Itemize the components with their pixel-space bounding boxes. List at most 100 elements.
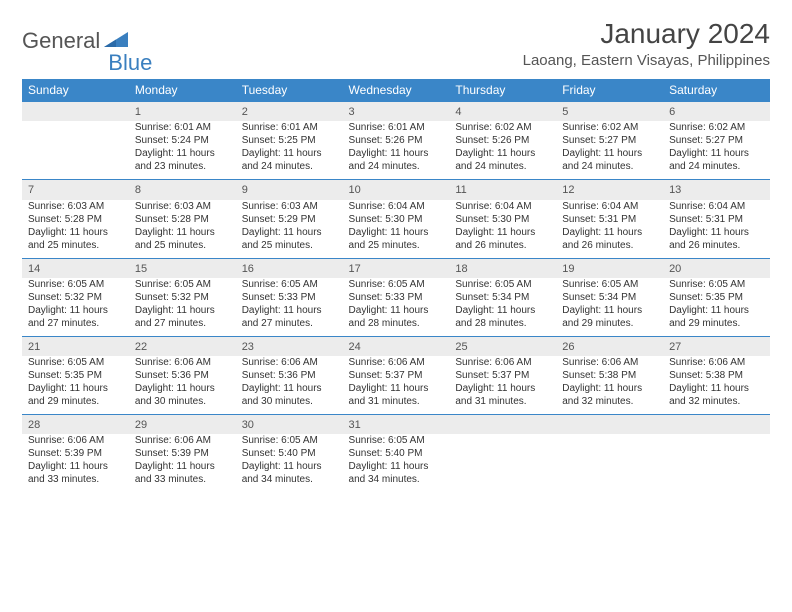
logo: General Blue [22, 18, 152, 64]
sunrise-text: Sunrise: 6:03 AM [242, 200, 337, 213]
day-number: 3 [343, 102, 450, 121]
day-number: 30 [236, 415, 343, 434]
sunrise-text: Sunrise: 6:06 AM [242, 356, 337, 369]
daylight-text: Daylight: 11 hours and 24 minutes. [669, 147, 764, 173]
sunset-text: Sunset: 5:26 PM [455, 134, 550, 147]
sunset-text: Sunset: 5:27 PM [562, 134, 657, 147]
day-details: Sunrise: 6:06 AMSunset: 5:39 PMDaylight:… [22, 434, 129, 492]
sunrise-text: Sunrise: 6:01 AM [135, 121, 230, 134]
day-number: 31 [343, 415, 450, 434]
calendar-cell: 2Sunrise: 6:01 AMSunset: 5:25 PMDaylight… [236, 102, 343, 180]
sunset-text: Sunset: 5:25 PM [242, 134, 337, 147]
sunrise-text: Sunrise: 6:02 AM [562, 121, 657, 134]
logo-word1: General [22, 28, 100, 54]
daylight-text: Daylight: 11 hours and 30 minutes. [135, 382, 230, 408]
calendar-cell: 23Sunrise: 6:06 AMSunset: 5:36 PMDayligh… [236, 336, 343, 414]
sunset-text: Sunset: 5:35 PM [28, 369, 123, 382]
calendar-cell: 4Sunrise: 6:02 AMSunset: 5:26 PMDaylight… [449, 102, 556, 180]
day-details: Sunrise: 6:06 AMSunset: 5:38 PMDaylight:… [663, 356, 770, 414]
sunrise-text: Sunrise: 6:06 AM [135, 356, 230, 369]
day-number: 26 [556, 337, 663, 356]
weekday-header: Saturday [663, 79, 770, 102]
calendar-row: 14Sunrise: 6:05 AMSunset: 5:32 PMDayligh… [22, 258, 770, 336]
header: General Blue January 2024 Laoang, Easter… [22, 18, 770, 69]
day-number: 16 [236, 259, 343, 278]
sunrise-text: Sunrise: 6:04 AM [562, 200, 657, 213]
day-details: Sunrise: 6:02 AMSunset: 5:27 PMDaylight:… [556, 121, 663, 179]
calendar-row: 7Sunrise: 6:03 AMSunset: 5:28 PMDaylight… [22, 180, 770, 258]
title-block: January 2024 Laoang, Eastern Visayas, Ph… [523, 18, 770, 69]
sunrise-text: Sunrise: 6:05 AM [562, 278, 657, 291]
calendar-header: SundayMondayTuesdayWednesdayThursdayFrid… [22, 79, 770, 102]
weekday-header: Thursday [449, 79, 556, 102]
day-details: Sunrise: 6:02 AMSunset: 5:26 PMDaylight:… [449, 121, 556, 179]
day-details: Sunrise: 6:06 AMSunset: 5:36 PMDaylight:… [236, 356, 343, 414]
calendar-cell: 30Sunrise: 6:05 AMSunset: 5:40 PMDayligh… [236, 415, 343, 493]
daylight-text: Daylight: 11 hours and 29 minutes. [562, 304, 657, 330]
day-number: 6 [663, 102, 770, 121]
day-number: 15 [129, 259, 236, 278]
location-text: Laoang, Eastern Visayas, Philippines [523, 52, 770, 69]
day-details: Sunrise: 6:04 AMSunset: 5:31 PMDaylight:… [663, 200, 770, 258]
daylight-text: Daylight: 11 hours and 33 minutes. [135, 460, 230, 486]
day-number: 17 [343, 259, 450, 278]
sunset-text: Sunset: 5:33 PM [349, 291, 444, 304]
weekday-header: Monday [129, 79, 236, 102]
sunrise-text: Sunrise: 6:05 AM [28, 356, 123, 369]
calendar-cell: 11Sunrise: 6:04 AMSunset: 5:30 PMDayligh… [449, 180, 556, 258]
calendar-cell: 14Sunrise: 6:05 AMSunset: 5:32 PMDayligh… [22, 258, 129, 336]
calendar-cell [556, 415, 663, 493]
day-number: 8 [129, 180, 236, 199]
sunrise-text: Sunrise: 6:06 AM [135, 434, 230, 447]
sunrise-text: Sunrise: 6:05 AM [349, 278, 444, 291]
daylight-text: Daylight: 11 hours and 25 minutes. [28, 226, 123, 252]
day-details: Sunrise: 6:05 AMSunset: 5:34 PMDaylight:… [449, 278, 556, 336]
calendar-cell: 31Sunrise: 6:05 AMSunset: 5:40 PMDayligh… [343, 415, 450, 493]
sunset-text: Sunset: 5:33 PM [242, 291, 337, 304]
sunrise-text: Sunrise: 6:05 AM [28, 278, 123, 291]
calendar-cell: 3Sunrise: 6:01 AMSunset: 5:26 PMDaylight… [343, 102, 450, 180]
day-details: Sunrise: 6:05 AMSunset: 5:33 PMDaylight:… [236, 278, 343, 336]
sunset-text: Sunset: 5:38 PM [669, 369, 764, 382]
day-details: Sunrise: 6:04 AMSunset: 5:30 PMDaylight:… [343, 200, 450, 258]
calendar-cell: 12Sunrise: 6:04 AMSunset: 5:31 PMDayligh… [556, 180, 663, 258]
calendar-cell: 5Sunrise: 6:02 AMSunset: 5:27 PMDaylight… [556, 102, 663, 180]
sunrise-text: Sunrise: 6:04 AM [669, 200, 764, 213]
sunrise-text: Sunrise: 6:01 AM [349, 121, 444, 134]
daylight-text: Daylight: 11 hours and 27 minutes. [28, 304, 123, 330]
calendar-cell [663, 415, 770, 493]
daylight-text: Daylight: 11 hours and 23 minutes. [135, 147, 230, 173]
page-title: January 2024 [523, 18, 770, 50]
calendar-cell: 10Sunrise: 6:04 AMSunset: 5:30 PMDayligh… [343, 180, 450, 258]
day-number: 24 [343, 337, 450, 356]
calendar-cell: 6Sunrise: 6:02 AMSunset: 5:27 PMDaylight… [663, 102, 770, 180]
sunset-text: Sunset: 5:30 PM [455, 213, 550, 226]
sunrise-text: Sunrise: 6:05 AM [135, 278, 230, 291]
weekday-header: Friday [556, 79, 663, 102]
calendar-cell: 16Sunrise: 6:05 AMSunset: 5:33 PMDayligh… [236, 258, 343, 336]
calendar-cell: 22Sunrise: 6:06 AMSunset: 5:36 PMDayligh… [129, 336, 236, 414]
sunset-text: Sunset: 5:32 PM [135, 291, 230, 304]
day-number: 29 [129, 415, 236, 434]
sunrise-text: Sunrise: 6:06 AM [455, 356, 550, 369]
day-details: Sunrise: 6:05 AMSunset: 5:40 PMDaylight:… [236, 434, 343, 492]
sunrise-text: Sunrise: 6:06 AM [349, 356, 444, 369]
day-number: 9 [236, 180, 343, 199]
sunset-text: Sunset: 5:37 PM [349, 369, 444, 382]
sunrise-text: Sunrise: 6:05 AM [669, 278, 764, 291]
sunset-text: Sunset: 5:30 PM [349, 213, 444, 226]
day-number: 14 [22, 259, 129, 278]
daylight-text: Daylight: 11 hours and 25 minutes. [242, 226, 337, 252]
sunset-text: Sunset: 5:36 PM [242, 369, 337, 382]
daylight-text: Daylight: 11 hours and 25 minutes. [135, 226, 230, 252]
day-number: 25 [449, 337, 556, 356]
daylight-text: Daylight: 11 hours and 34 minutes. [349, 460, 444, 486]
day-number: 13 [663, 180, 770, 199]
calendar-cell: 21Sunrise: 6:05 AMSunset: 5:35 PMDayligh… [22, 336, 129, 414]
day-details: Sunrise: 6:05 AMSunset: 5:40 PMDaylight:… [343, 434, 450, 492]
daylight-text: Daylight: 11 hours and 24 minutes. [349, 147, 444, 173]
daylight-text: Daylight: 11 hours and 32 minutes. [669, 382, 764, 408]
day-details: Sunrise: 6:01 AMSunset: 5:24 PMDaylight:… [129, 121, 236, 179]
logo-word2: Blue [108, 50, 152, 76]
sunset-text: Sunset: 5:24 PM [135, 134, 230, 147]
